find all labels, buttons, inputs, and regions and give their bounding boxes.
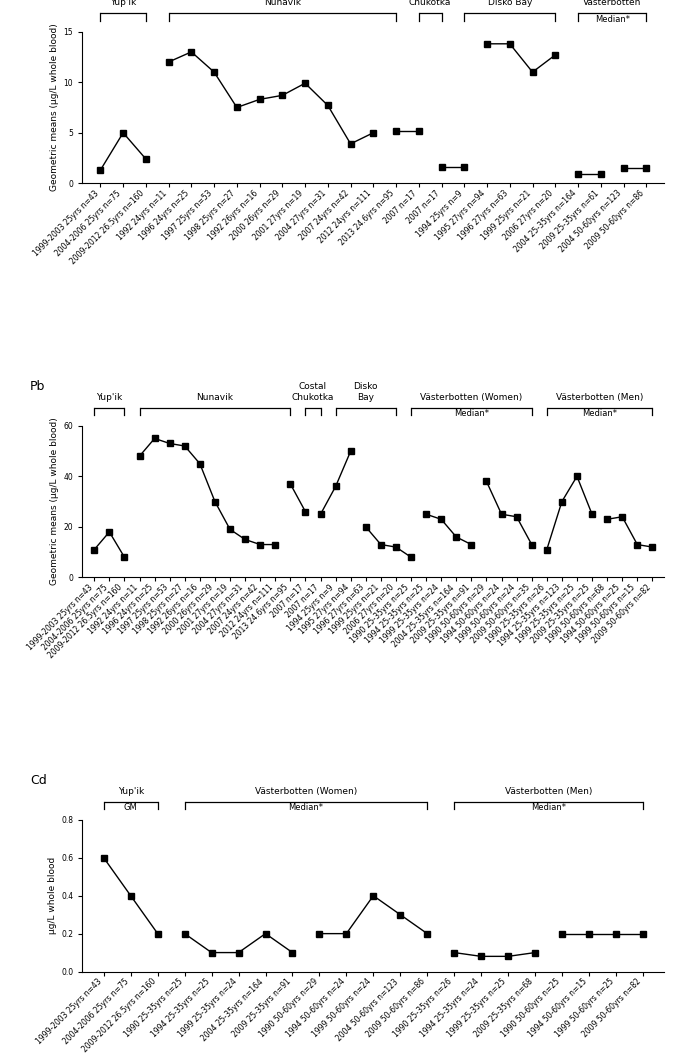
- Text: Yup'ik: Yup'ik: [110, 0, 136, 7]
- Text: Västerbotten: Västerbotten: [583, 0, 641, 7]
- Text: Västerbotten (Men): Västerbotten (Men): [556, 393, 643, 401]
- Text: Västerbotten (Men): Västerbotten (Men): [505, 787, 593, 795]
- Text: Västerbotten (Women): Västerbotten (Women): [420, 393, 523, 401]
- Text: Västerbotten (Women): Västerbotten (Women): [255, 787, 357, 795]
- Text: Costal
Chukotka: Costal Chukotka: [409, 0, 451, 7]
- Text: Median*: Median*: [595, 15, 630, 24]
- Y-axis label: μg/L whole blood: μg/L whole blood: [48, 857, 57, 935]
- Text: Median*: Median*: [531, 804, 566, 812]
- Text: Pb: Pb: [30, 380, 45, 393]
- Y-axis label: Geometric means (μg/L whole blood): Geometric means (μg/L whole blood): [50, 418, 60, 585]
- Text: GM: GM: [124, 804, 138, 812]
- Text: Median*: Median*: [454, 409, 489, 418]
- Text: Cd: Cd: [30, 774, 47, 788]
- Text: Nunavik: Nunavik: [264, 0, 301, 7]
- Text: Median*: Median*: [288, 804, 323, 812]
- Text: Yup'ik: Yup'ik: [118, 787, 144, 795]
- Text: Nunavik: Nunavik: [197, 393, 234, 401]
- Text: Yup'ik: Yup'ik: [96, 393, 123, 401]
- Text: Median*: Median*: [582, 409, 617, 418]
- Text: Disko
Bay: Disko Bay: [353, 382, 378, 401]
- Text: Costal
Chukotka: Costal Chukotka: [292, 382, 334, 401]
- Y-axis label: Geometric means (μg/L whole blood): Geometric means (μg/L whole blood): [51, 23, 60, 191]
- Text: Disko Bay: Disko Bay: [488, 0, 532, 7]
